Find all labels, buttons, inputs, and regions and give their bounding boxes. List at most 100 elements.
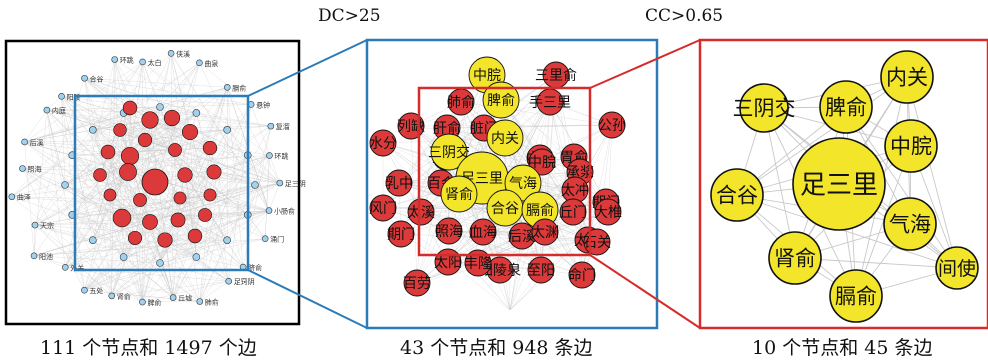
node-label: 石关: [583, 235, 611, 251]
network-edge: [84, 78, 124, 258]
network-edge: [170, 53, 229, 282]
network-edge: [22, 168, 166, 241]
network-edge: [199, 129, 228, 302]
network-edge: [159, 106, 271, 127]
network-node: [385, 169, 413, 197]
network-edge: [111, 155, 270, 297]
network-node: [527, 256, 555, 284]
network-edge: [142, 301, 200, 303]
network-node: [196, 298, 204, 305]
node-label: 三阴交: [428, 144, 470, 161]
network-edge: [72, 194, 111, 216]
network-edge: [420, 211, 523, 237]
connector-line: [247, 39, 368, 97]
node-label: 公孙: [598, 118, 626, 134]
network-edge: [84, 289, 200, 302]
network-edge: [34, 224, 161, 264]
network-edge: [34, 221, 151, 226]
network-edge: [209, 104, 252, 196]
network-edge: [34, 224, 244, 268]
network-node: [935, 246, 979, 290]
network-node: [89, 126, 97, 134]
network-edge: [65, 267, 143, 303]
network-node: [119, 163, 137, 181]
network-edge: [34, 255, 161, 264]
network-edge: [127, 171, 179, 221]
connector-line: [589, 39, 701, 89]
node-label: 百劳: [403, 276, 431, 292]
network-edge: [84, 78, 109, 153]
network-edge: [159, 210, 270, 264]
panel2-caption: 43 个节点和 948 条边: [400, 337, 593, 359]
network-node: [93, 168, 107, 182]
network-edge: [227, 87, 281, 184]
node-label: 合谷: [90, 74, 104, 83]
node-label: 脐俞: [248, 263, 262, 272]
network-edge: [736, 76, 908, 196]
node-label: 丘墟: [178, 294, 192, 303]
network-node: [142, 214, 158, 230]
network-edge: [84, 256, 124, 291]
network-edge: [24, 119, 151, 143]
network-edge: [92, 53, 172, 131]
network-node: [407, 198, 435, 226]
network-node: [81, 286, 88, 294]
network-edge: [11, 62, 200, 197]
network-edge: [209, 154, 248, 196]
node-label: 脾俞: [147, 298, 161, 307]
network-edge: [34, 78, 85, 226]
network-node: [267, 122, 275, 130]
network-node: [792, 137, 886, 231]
network-node: [739, 83, 789, 133]
network-node: [568, 261, 596, 289]
network-edge: [92, 129, 123, 219]
network-edge: [99, 112, 124, 176]
node-label: 膈俞: [835, 285, 877, 309]
network-edge: [111, 214, 206, 297]
node-label: 期门: [387, 227, 415, 243]
network-edge: [24, 141, 35, 256]
network-node: [192, 109, 201, 117]
network-edge: [84, 78, 228, 88]
node-label: 阳陵: [67, 92, 81, 101]
node-label: 脾俞: [825, 96, 867, 120]
panel2-dc-filtered-network: 中脘三里俞肺俞脾俞手三里列缺肝俞脏门公孙水分内关天枢中极三阴交中脘胃俞足三里气海…: [369, 56, 626, 311]
network-node: [177, 167, 193, 183]
network-edge: [247, 214, 266, 239]
network-node: [127, 230, 143, 246]
network-edge: [84, 78, 112, 296]
network-node: [81, 74, 88, 82]
node-label: 太溪: [407, 205, 435, 221]
node-label: 天宗: [40, 221, 54, 230]
node-label: 命门: [568, 267, 596, 284]
network-edge: [247, 126, 272, 215]
network-edge: [149, 182, 280, 223]
node-label: 复溜: [276, 122, 290, 131]
network-node: [192, 253, 201, 261]
network-node: [464, 249, 492, 277]
network-node: [103, 188, 117, 202]
network-edge: [268, 182, 281, 211]
node-label: 三阴交: [733, 97, 796, 121]
network-edge: [177, 219, 228, 241]
network-edge: [159, 197, 181, 264]
network-node: [486, 119, 524, 157]
network-node: [139, 58, 146, 66]
network-edge: [416, 182, 442, 284]
network-edge: [159, 62, 200, 108]
network-node: [369, 194, 397, 222]
network-edge: [127, 171, 211, 196]
panel3-frame: [698, 38, 988, 330]
network-edge: [34, 239, 166, 257]
network-node: [435, 217, 463, 245]
node-label: 环跳: [274, 152, 288, 161]
network-edge: [72, 214, 166, 241]
network-node: [198, 208, 212, 222]
network-node: [133, 193, 147, 207]
network-node: [403, 269, 431, 297]
network-edge: [172, 184, 256, 298]
network-edge: [121, 184, 256, 219]
network-node: [430, 133, 468, 171]
node-label: 大椎: [594, 205, 622, 221]
